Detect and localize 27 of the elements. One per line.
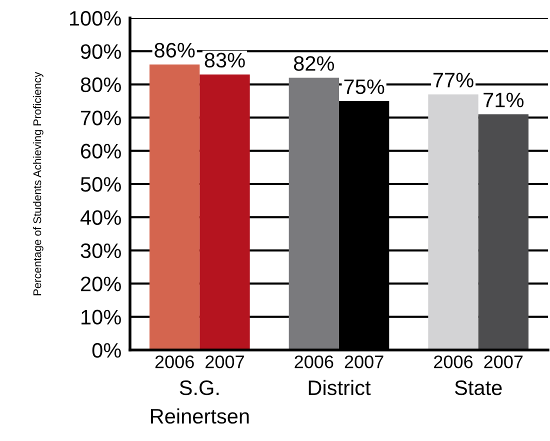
data-label: 86% xyxy=(154,42,195,58)
data-label: 71% xyxy=(484,92,524,108)
y-axis-title: Percentage of Students Achieving Proficiency xyxy=(33,72,44,296)
y-tick-label: 50% xyxy=(80,177,121,192)
y-tick-label: 70% xyxy=(81,110,121,126)
series-label: 2006 xyxy=(155,355,194,368)
x-tick-label: S.G. Reinertsen xyxy=(151,380,249,424)
series-label: 2007 xyxy=(206,355,244,368)
y-tick-label: 100% xyxy=(70,11,121,26)
y-tick-label: 10% xyxy=(82,310,121,325)
x-tick-label: State xyxy=(454,380,502,396)
y-tick-label: 60% xyxy=(81,144,121,159)
text: 2007 xyxy=(344,355,384,368)
y-tick-label: 80% xyxy=(80,77,121,92)
y-tick-label: 20% xyxy=(81,276,121,292)
data-label: 82% xyxy=(294,56,334,71)
y-tick-label: 0% xyxy=(92,343,121,358)
data-label: 77% xyxy=(433,72,474,88)
text: 2007 xyxy=(484,355,523,368)
text: 2006 xyxy=(434,355,473,368)
x-tick-label: District xyxy=(308,380,371,396)
y-tick-label: 40% xyxy=(80,210,121,225)
text: 2006 xyxy=(294,355,334,368)
y-tick-label: 90% xyxy=(80,44,121,59)
data-label: 83% xyxy=(204,52,245,68)
data-label: 75% xyxy=(344,79,384,94)
y-tick-label: 30% xyxy=(80,243,121,258)
